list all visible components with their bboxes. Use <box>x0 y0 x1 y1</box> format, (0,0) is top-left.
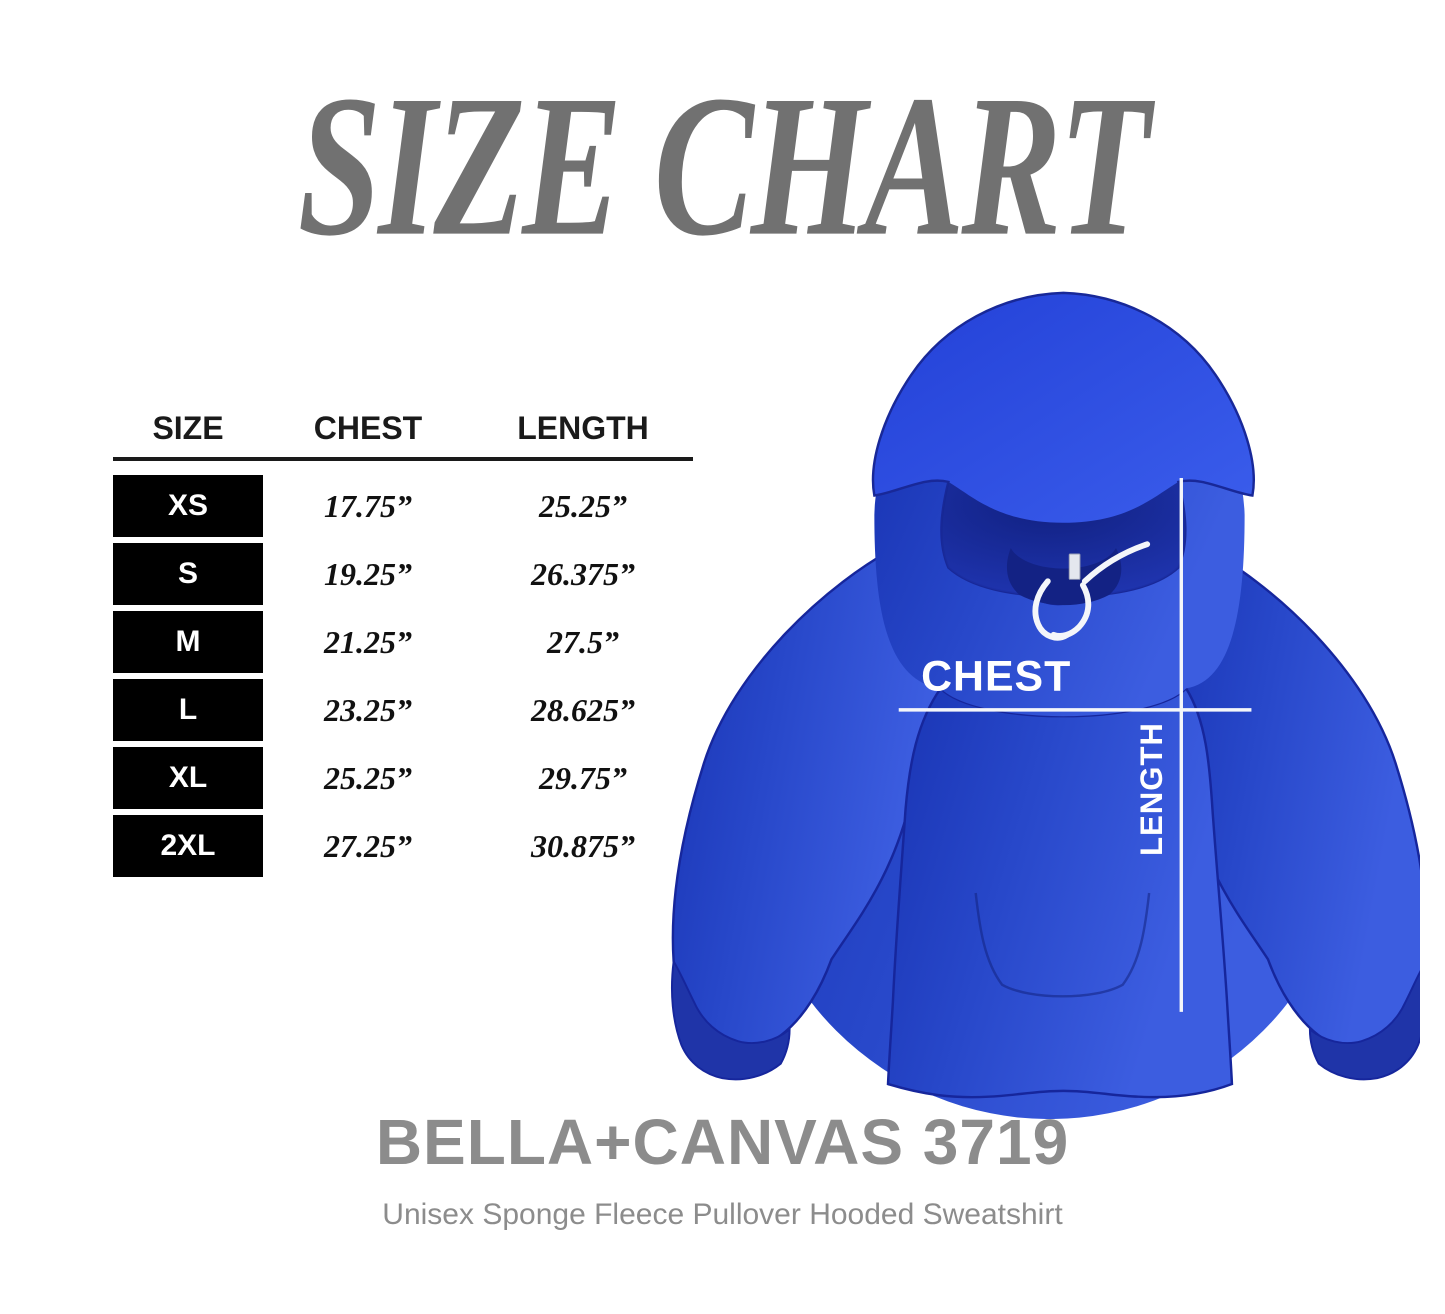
svg-text:LENGTH: LENGTH <box>1134 722 1169 856</box>
svg-text:CHEST: CHEST <box>921 652 1071 700</box>
